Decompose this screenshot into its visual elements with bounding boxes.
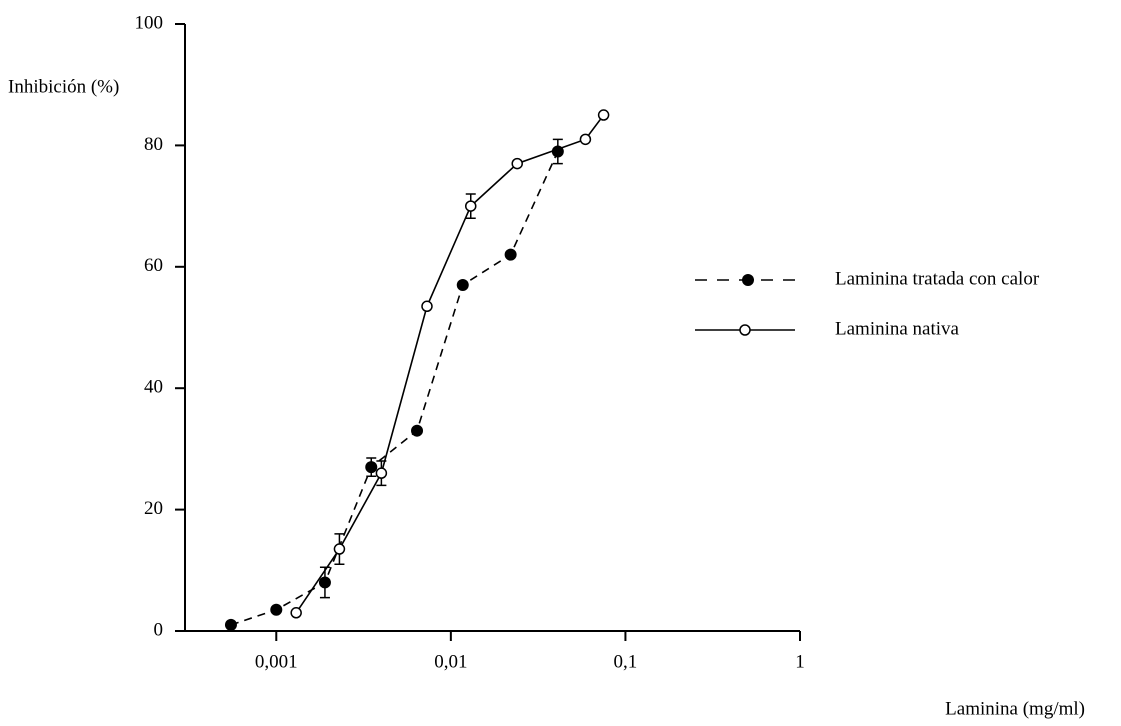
legend-marker	[739, 324, 751, 336]
x-tick-label: 0,01	[434, 651, 467, 672]
data-point	[365, 461, 378, 474]
data-point	[270, 603, 283, 616]
data-point	[579, 133, 592, 146]
data-point	[375, 467, 388, 479]
legend-label: Laminina nativa	[835, 318, 960, 339]
y-tick-label: 80	[144, 134, 163, 155]
series-line	[295, 114, 605, 614]
data-point	[511, 157, 523, 170]
series-line	[230, 151, 559, 626]
data-point	[411, 424, 424, 437]
x-tick-label: 0,1	[614, 651, 638, 672]
x-tick-label: 1	[795, 651, 805, 672]
y-tick-label: 60	[144, 255, 163, 276]
legend-label: Laminina tratada con calor	[835, 268, 1040, 289]
data-point	[290, 607, 302, 619]
data-point	[421, 300, 433, 313]
x-tick-label: 0,001	[255, 651, 298, 672]
data-point	[456, 279, 469, 292]
data-point	[464, 200, 477, 212]
data-point	[318, 576, 331, 589]
y-tick-label: 20	[144, 498, 163, 519]
data-point	[597, 109, 610, 121]
data-point	[333, 543, 346, 555]
y-tick-label: 0	[154, 619, 164, 640]
data-point	[224, 618, 237, 631]
legend-marker	[742, 274, 754, 286]
y-tick-label: 100	[135, 12, 164, 33]
x-axis-label: Laminina (mg/ml)	[945, 698, 1085, 719]
y-axis-label: Inhibición (%)	[8, 76, 119, 97]
y-tick-label: 40	[144, 377, 163, 398]
data-point	[504, 248, 517, 261]
